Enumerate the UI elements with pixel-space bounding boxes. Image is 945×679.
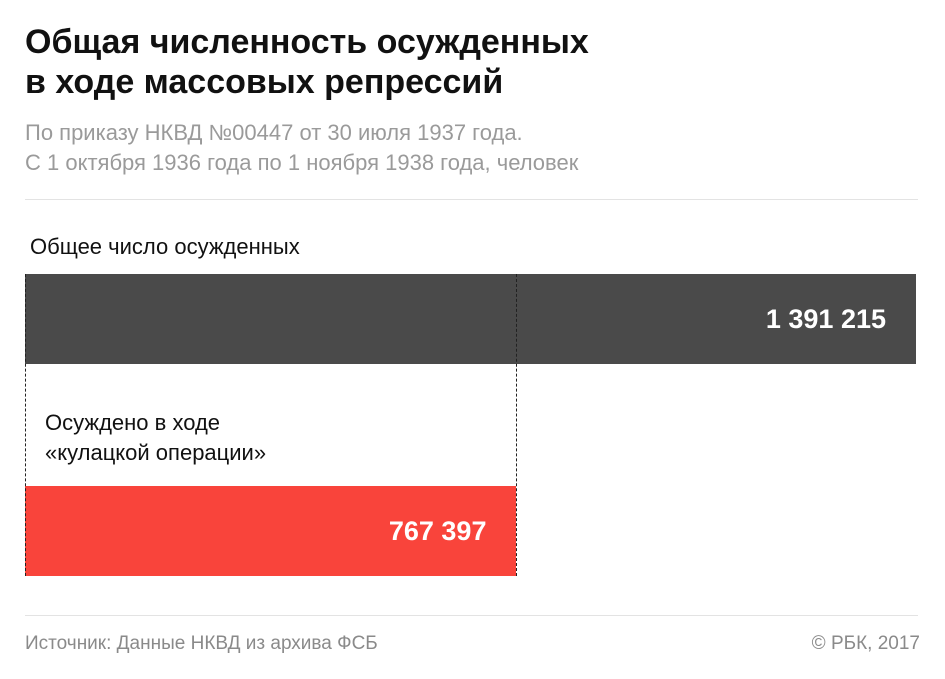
category-label: Общее число осужденных bbox=[30, 234, 300, 259]
chart-subtitle: По приказу НКВД №00447 от 30 июля 1937 г… bbox=[25, 120, 579, 175]
category-label: Осуждено в ходе «кулацкой операции» bbox=[45, 410, 267, 465]
divider bbox=[25, 199, 918, 200]
divider bbox=[25, 615, 918, 616]
reference-line bbox=[516, 274, 518, 576]
bar bbox=[25, 274, 916, 364]
credit: © РБК, 2017 bbox=[811, 633, 920, 654]
reference-line bbox=[25, 274, 26, 576]
bar bbox=[25, 486, 517, 576]
source: Источник: Данные НКВД из архива ФСБ bbox=[25, 633, 378, 654]
value-label: 767 397 bbox=[388, 516, 487, 546]
value-label: 1 391 215 bbox=[765, 304, 886, 334]
chart-title: Общая численность осужденных в ходе масс… bbox=[25, 23, 589, 101]
